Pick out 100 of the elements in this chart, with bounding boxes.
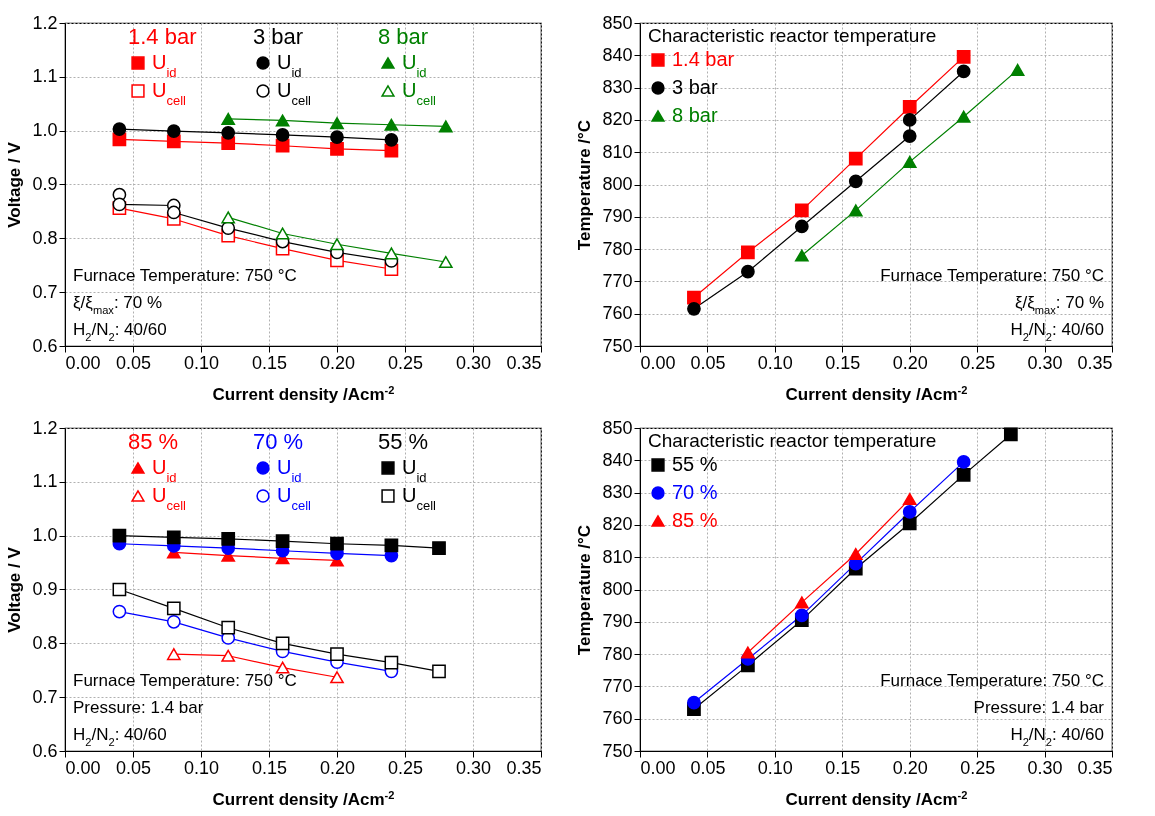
x-tick-label: 0.25 — [387, 352, 424, 373]
legend-label: U$_{cell}$ — [402, 484, 437, 513]
annotation: ξ/ξ$_{max}$: 70 % — [1014, 293, 1104, 316]
y-tick-label: 1.0 — [32, 120, 58, 141]
annotation: H$_{2}$/N$_{2}$: 40/60 — [1010, 725, 1104, 748]
x-tick-label: 0.20 — [892, 352, 928, 373]
y-axis-title: Voltage / V — [5, 546, 25, 633]
legend-label: U$_{id}$ — [152, 51, 177, 80]
legend-title: Characteristic reactor temperature — [648, 25, 937, 46]
x-tick-label: 0.30 — [455, 757, 492, 778]
text: 3 bar — [253, 24, 304, 49]
text: 8 bar — [378, 24, 429, 49]
legend-label: U$_{cell}$ — [402, 79, 437, 108]
x-tick-label: 0.05 — [690, 352, 726, 373]
y-tick-label: 800 — [602, 579, 633, 599]
annotation: H$_{2}$/N$_{2}$: 40/60 — [73, 725, 167, 748]
x-axis-title: Current density /Acm$^{-2}$ — [212, 788, 395, 809]
y-tick-label: 1.2 — [32, 417, 58, 438]
legend-label: U$_{cell}$ — [277, 79, 312, 108]
y-tick-label: 1.1 — [32, 66, 58, 87]
annotation: H$_{2}$/N$_{2}$: 40/60 — [73, 320, 167, 343]
y-tick-label: 810 — [602, 141, 633, 162]
text: 70 % — [253, 429, 304, 454]
legend-label: U$_{cell}$ — [152, 484, 187, 513]
y-tick-label: 1.2 — [32, 12, 58, 33]
x-axis-title: Current density /Acm$^{-2}$ — [212, 383, 395, 404]
legend-label: U$_{cell}$ — [152, 79, 187, 108]
x-tick-label: 0.00 — [640, 352, 676, 373]
annotation: ξ/ξ$_{max}$: 70 % — [73, 293, 163, 316]
x-tick-label: 0.05 — [115, 352, 152, 373]
y-tick-label: 0.9 — [32, 579, 58, 599]
x-tick-label: 0.20 — [892, 757, 928, 778]
legend-label: 1.4 bar — [672, 48, 735, 70]
x-tick-label: 0.05 — [115, 757, 152, 778]
x-axis-title: Current density /Acm$^{-2}$ — [785, 383, 968, 404]
legend-label: 55 % — [672, 453, 718, 475]
annotation: Furnace Temperature: 750 °C — [73, 266, 297, 285]
y-tick-label: 0.7 — [32, 686, 58, 707]
annotation: Pressure: 1.4 bar — [973, 698, 1105, 717]
y-tick-label: 820 — [602, 514, 633, 535]
x-tick-label: 0.00 — [65, 757, 101, 778]
text: 55 % — [378, 429, 429, 454]
legend-label: 8 bar — [672, 104, 718, 126]
y-tick-label: 820 — [602, 109, 633, 130]
x-tick-label: 0.20 — [319, 757, 356, 778]
x-tick-label: 0.35 — [506, 757, 542, 778]
y-tick-label: 0.8 — [32, 227, 58, 248]
text: 1.4 bar — [128, 24, 197, 49]
x-tick-label: 0.10 — [183, 352, 220, 373]
x-tick-label: 0.30 — [455, 352, 492, 373]
legend-label: 85 % — [672, 509, 718, 531]
x-tick-label: 0.10 — [757, 352, 793, 373]
x-tick-label: 0.25 — [960, 757, 996, 778]
text: 85 % — [128, 429, 179, 454]
y-tick-label: 770 — [602, 675, 633, 696]
x-axis-title: Current density /Acm$^{-2}$ — [785, 788, 968, 809]
y-tick-label: 800 — [602, 174, 633, 194]
y-tick-label: 770 — [602, 270, 633, 291]
y-tick-label: 850 — [602, 417, 633, 438]
y-tick-label: 850 — [602, 12, 633, 33]
annotation: Furnace Temperature: 750 °C — [880, 671, 1104, 690]
y-tick-label: 790 — [602, 206, 633, 227]
y-tick-label: 780 — [602, 238, 633, 259]
legend-label: 70 % — [672, 481, 718, 503]
x-tick-label: 0.05 — [690, 757, 726, 778]
y-tick-label: 760 — [602, 708, 633, 729]
annotation: H$_{2}$/N$_{2}$: 40/60 — [1010, 320, 1104, 343]
y-tick-label: 830 — [602, 482, 633, 503]
legend-label: U$_{id}$ — [277, 51, 302, 80]
legend-label: U$_{cell}$ — [277, 484, 312, 513]
y-tick-label: 780 — [602, 643, 633, 664]
y-tick-label: 760 — [602, 303, 633, 324]
legend-label: U$_{id}$ — [402, 456, 427, 485]
x-tick-label: 0.30 — [1027, 757, 1063, 778]
y-tick-label: 840 — [602, 449, 633, 470]
y-tick-label: 0.9 — [32, 174, 58, 194]
y-tick-label: 830 — [602, 77, 633, 98]
legend-label: 3 bar — [672, 76, 718, 98]
y-axis-title: Temperature /°C — [575, 524, 595, 656]
x-tick-label: 0.00 — [65, 352, 101, 373]
x-tick-label: 0.10 — [757, 757, 793, 778]
x-tick-label: 0.35 — [1077, 352, 1113, 373]
x-tick-label: 0.25 — [960, 352, 996, 373]
x-tick-label: 0.15 — [825, 757, 861, 778]
y-tick-label: 0.6 — [32, 335, 58, 356]
x-tick-label: 0.10 — [183, 757, 220, 778]
annotation: Pressure: 1.4 bar — [73, 698, 204, 717]
y-tick-label: 840 — [602, 44, 633, 65]
x-tick-label: 0.15 — [825, 352, 861, 373]
x-tick-label: 0.20 — [319, 352, 356, 373]
y-tick-label: 810 — [602, 546, 633, 567]
legend-title: Characteristic reactor temperature — [648, 430, 937, 451]
y-tick-label: 790 — [602, 611, 633, 632]
x-tick-label: 0.15 — [251, 352, 288, 373]
y-tick-label: 0.8 — [32, 632, 58, 653]
x-tick-label: 0.35 — [506, 352, 542, 373]
y-axis-title: Temperature /°C — [575, 119, 595, 251]
y-tick-label: 750 — [602, 335, 633, 356]
x-tick-label: 0.00 — [640, 757, 676, 778]
annotation: Furnace Temperature: 750 °C — [73, 671, 297, 690]
